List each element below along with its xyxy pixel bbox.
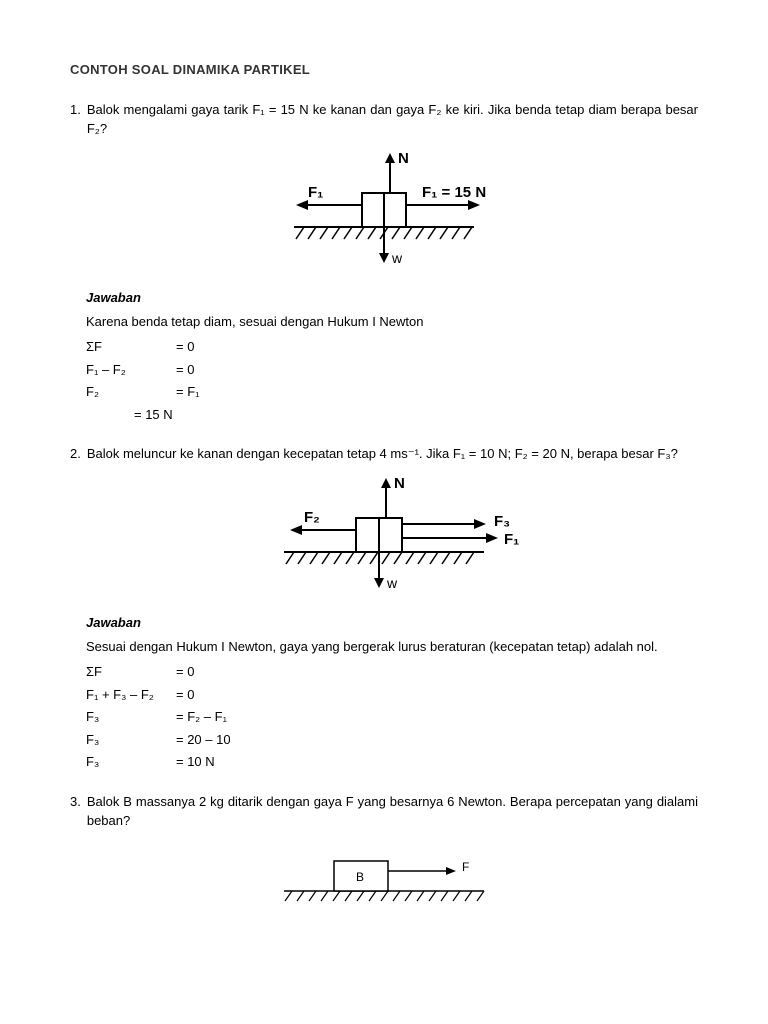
equations-2: ΣF= 0 F₁ + F₃ – F₂= 0 F₃= F₂ – F₁ F₃= 20… (86, 662, 698, 772)
eq1-2-rhs: = 0 (176, 360, 194, 380)
d1-N: N (398, 150, 409, 167)
q3-text: Balok B massanya 2 kg ditarik dengan gay… (87, 792, 698, 831)
d2-F1: F₁ (504, 531, 519, 548)
d2-W: w (386, 575, 398, 591)
eq2-2-lhs: F₁ + F₃ – F₂ (86, 685, 176, 705)
d2-F3: F₃ (494, 513, 510, 530)
question-1: 1. Balok mengalami gaya tarik F₁ = 15 N … (70, 100, 698, 139)
d1-F1-right: F₁ = 15 N (422, 184, 486, 201)
eq1-2-lhs: F₁ – F₂ (86, 360, 176, 380)
eq2-1-rhs: = 0 (176, 662, 194, 682)
eq2-4-rhs: = 20 – 10 (176, 730, 231, 750)
eq1-3-rhs: = F₁ (176, 382, 200, 402)
eq2-2-rhs: = 0 (176, 685, 194, 705)
equations-1: ΣF= 0 F₁ – F₂= 0 F₂= F₁ = 15 N (86, 337, 698, 424)
answer-text-1: Karena benda tetap diam, sesuai dengan H… (86, 312, 698, 332)
q3-num: 3. (70, 792, 81, 812)
d1-W: w (391, 250, 403, 266)
eq2-4-lhs: F₃ (86, 730, 176, 750)
q2-num: 2. (70, 444, 81, 464)
problem-2: 2. Balok meluncur ke kanan dengan kecepa… (70, 444, 698, 772)
question-2: 2. Balok meluncur ke kanan dengan kecepa… (70, 444, 698, 464)
diagram-3: B F (70, 841, 698, 917)
q1-text: Balok mengalami gaya tarik F₁ = 15 N ke … (87, 100, 698, 139)
q1-num: 1. (70, 100, 81, 120)
q2-text: Balok meluncur ke kanan dengan kecepatan… (87, 444, 698, 464)
eq2-3-lhs: F₃ (86, 707, 176, 727)
d3-B: B (356, 870, 364, 884)
eq1-1-rhs: = 0 (176, 337, 194, 357)
page-title: CONTOH SOAL DINAMIKA PARTIKEL (70, 60, 698, 80)
d3-F: F (462, 860, 469, 874)
eq1-1-lhs: ΣF (86, 337, 176, 357)
diagram-1: N w F₁ F₁ = 15 N (70, 149, 698, 275)
diagram-2: N w F₂ F₃ F₁ (70, 474, 698, 600)
eq2-3-rhs: = F₂ – F₁ (176, 707, 227, 727)
d2-F2: F₂ (304, 509, 320, 526)
answer-heading-2: Jawaban (86, 613, 698, 633)
eq1-4-rhs: = 15 N (134, 405, 224, 425)
problem-1: 1. Balok mengalami gaya tarik F₁ = 15 N … (70, 100, 698, 425)
eq2-5-lhs: F₃ (86, 752, 176, 772)
answer-heading-1: Jawaban (86, 288, 698, 308)
eq2-1-lhs: ΣF (86, 662, 176, 682)
answer-text-2: Sesuai dengan Hukum I Newton, gaya yang … (86, 637, 698, 657)
d2-N: N (394, 475, 405, 492)
eq2-5-rhs: = 10 N (176, 752, 215, 772)
d1-F1-left: F₁ (308, 184, 323, 201)
question-3: 3. Balok B massanya 2 kg ditarik dengan … (70, 792, 698, 831)
problem-3: 3. Balok B massanya 2 kg ditarik dengan … (70, 792, 698, 917)
eq1-3-lhs: F₂ (86, 382, 176, 402)
